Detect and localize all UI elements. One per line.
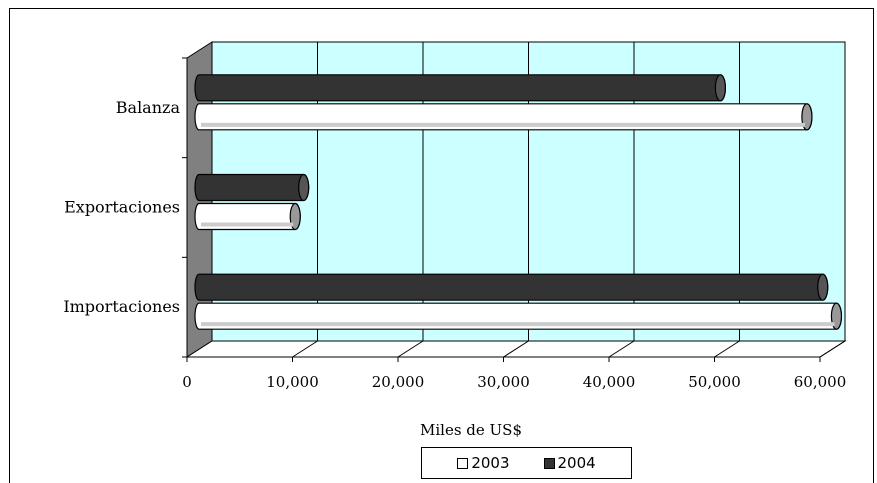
x-tick-label: 50,000 bbox=[688, 373, 741, 391]
floor-gridline bbox=[397, 340, 424, 358]
bar bbox=[194, 103, 813, 131]
category-label: Importaciones bbox=[63, 297, 180, 316]
category-label: Exportaciones bbox=[64, 198, 180, 217]
x-tick-label: 0 bbox=[182, 373, 192, 391]
bar bbox=[194, 302, 843, 330]
x-axis-label: Miles de US$ bbox=[420, 421, 522, 439]
floor-gridline bbox=[503, 340, 529, 358]
bar-end-cap bbox=[714, 74, 726, 102]
x-axis: 0 10,000 20,000 30,000 40,000 50,000 60,000 bbox=[182, 57, 847, 391]
bar-body bbox=[194, 74, 726, 102]
floor-gridline bbox=[819, 340, 846, 358]
x-tick-label: 20,000 bbox=[372, 373, 425, 391]
x-tick-label: 60,000 bbox=[794, 373, 847, 391]
category-label: Balanza bbox=[116, 98, 181, 117]
bar bbox=[194, 173, 310, 202]
bars bbox=[194, 74, 843, 330]
bar bbox=[194, 74, 726, 102]
floor-gridline bbox=[714, 340, 740, 358]
legend-label-2003: 2003 bbox=[471, 454, 510, 472]
bar-body bbox=[194, 173, 310, 202]
x-tick-label: 30,000 bbox=[477, 373, 530, 391]
legend-item-2004: 2004 bbox=[543, 454, 596, 472]
legend-item-2003: 2003 bbox=[457, 454, 510, 472]
x-tick-label: 40,000 bbox=[583, 373, 636, 391]
category-labels: Balanza Exportaciones Importaciones bbox=[63, 98, 180, 316]
bar bbox=[194, 273, 829, 301]
legend-swatch-2003 bbox=[457, 457, 469, 469]
x-tick-label: 10,000 bbox=[266, 373, 319, 391]
chart-frame bbox=[9, 8, 874, 483]
bar bbox=[194, 202, 301, 231]
floor-gridline bbox=[292, 340, 318, 358]
bar-end-cap bbox=[298, 173, 310, 202]
legend-swatch-2004 bbox=[543, 457, 555, 469]
legend-label-2004: 2004 bbox=[557, 454, 596, 472]
bar-end-cap bbox=[817, 273, 829, 301]
bar-body bbox=[194, 273, 829, 301]
floor-gridline bbox=[608, 340, 635, 358]
legend: 2003 2004 bbox=[421, 447, 632, 479]
